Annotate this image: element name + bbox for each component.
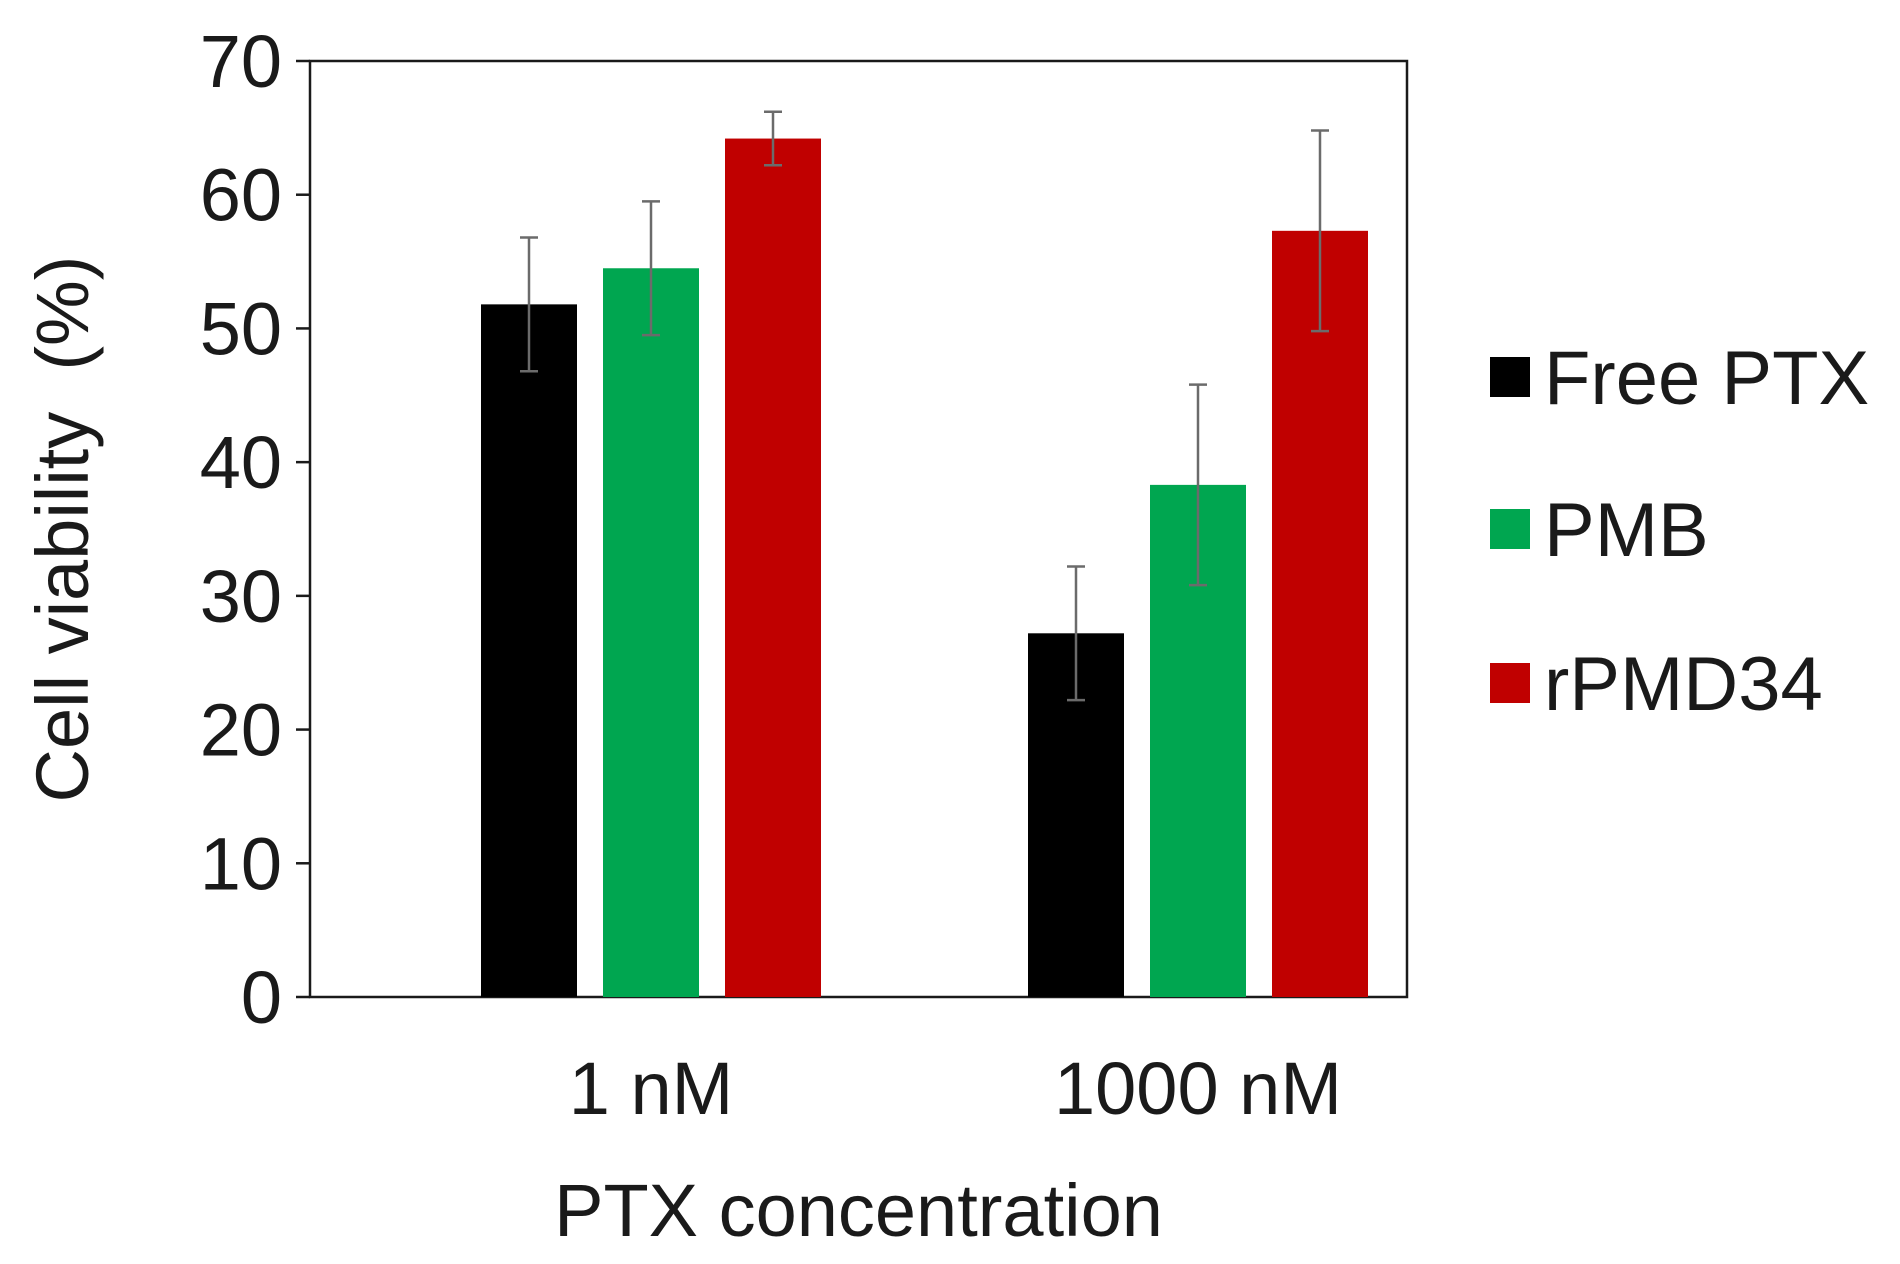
plot-area (308, 59, 1409, 999)
y-tick-label: 30 (200, 555, 282, 638)
bar-pmb-1-nm (603, 268, 699, 997)
legend: Free PTX PMB rPMD34 (1490, 336, 1869, 727)
x-category-label: 1 nM (569, 1047, 734, 1130)
y-tick-label: 70 (200, 20, 282, 103)
y-axis: 0 10 20 30 40 50 60 70 Cell viability (%) (21, 20, 310, 1039)
legend-swatch-pmb (1490, 509, 1530, 549)
x-axis: 1 nM 1000 nM PTX concentration (554, 1047, 1342, 1252)
bar-rpmd34-1000-nm (1272, 230, 1368, 997)
y-tick-label: 0 (241, 956, 282, 1039)
y-tick-label: 50 (200, 287, 282, 370)
plot-frame (308, 59, 1409, 999)
legend-label: PMB (1544, 488, 1709, 573)
legend-swatch-free-ptx (1490, 357, 1530, 397)
x-axis-title: PTX concentration (554, 1169, 1163, 1252)
bar-free-ptx-1-nm (481, 304, 577, 997)
legend-swatch-rpmd34 (1490, 663, 1530, 703)
y-tick-label: 60 (200, 154, 282, 237)
y-tick-label: 40 (200, 421, 282, 504)
legend-label: rPMD34 (1544, 642, 1823, 727)
x-category-label: 1000 nM (1054, 1047, 1342, 1130)
y-tick-label: 20 (200, 689, 282, 772)
legend-label: Free PTX (1544, 336, 1869, 421)
y-axis-title: Cell viability (%) (21, 256, 104, 803)
y-tick-label: 10 (200, 822, 282, 905)
bar-rpmd34-1-nm (725, 138, 821, 997)
